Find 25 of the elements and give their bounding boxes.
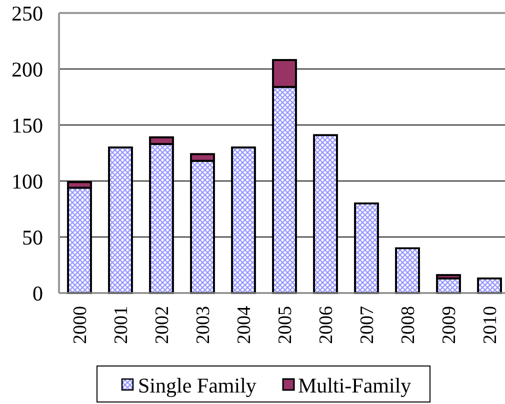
bar bbox=[354, 202, 379, 294]
x-tick-label: 2004 bbox=[234, 306, 256, 344]
bar bbox=[108, 146, 133, 294]
y-tick-label: 150 bbox=[12, 113, 43, 138]
x-tick-label: 2000 bbox=[70, 306, 92, 344]
x-tick-label: 2009 bbox=[439, 306, 460, 344]
y-tick-label: 50 bbox=[22, 225, 43, 250]
bar bbox=[477, 277, 502, 294]
x-tick-label: 2002 bbox=[152, 306, 174, 344]
legend-label: Multi-Family bbox=[298, 373, 412, 398]
y-tick-label: 200 bbox=[12, 57, 43, 82]
bar bbox=[313, 134, 338, 294]
y-tick-label: 100 bbox=[12, 169, 43, 194]
x-tick-label: 2001 bbox=[111, 306, 132, 344]
x-tick-label: 2008 bbox=[398, 306, 420, 344]
bar bbox=[395, 247, 420, 294]
y-tick-label: 0 bbox=[32, 281, 43, 306]
y-tick-label: 250 bbox=[12, 1, 43, 26]
x-tick-label: 2010 bbox=[480, 306, 502, 344]
x-tick-label: 2006 bbox=[316, 306, 338, 344]
x-tick-label: 2005 bbox=[275, 306, 296, 344]
x-tick-label: 2007 bbox=[357, 306, 378, 344]
legend-label: Single Family bbox=[138, 373, 257, 398]
x-tick-label: 2003 bbox=[193, 306, 214, 344]
bar bbox=[231, 146, 256, 294]
